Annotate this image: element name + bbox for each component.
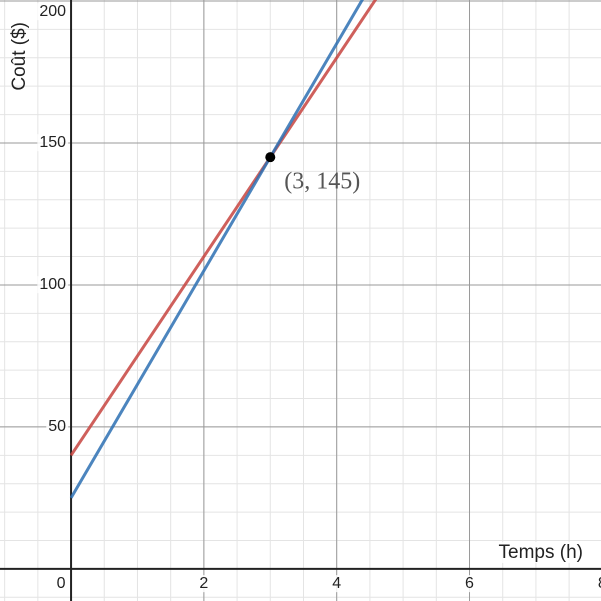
label-bg [330, 575, 344, 593]
label-bg [37, 3, 69, 21]
point-label: (3, 145) [284, 169, 360, 195]
point [265, 152, 276, 163]
x-tick-label: 6 [465, 575, 474, 592]
label-bg [463, 575, 477, 593]
label-bg [54, 575, 68, 593]
x-tick-label: 4 [332, 575, 341, 592]
line-series [69, 0, 364, 499]
x-axis-label: Temps (h) [499, 542, 583, 563]
plot-area [69, 0, 378, 499]
label-bg [37, 134, 69, 152]
y-tick-label: 150 [39, 134, 66, 151]
label-bg [197, 575, 211, 593]
y-tick-label: 50 [48, 418, 66, 435]
x-tick-label: 0 [57, 575, 66, 592]
y-axis-label: Coût ($) [9, 22, 30, 91]
label-bg [37, 276, 69, 294]
y-tick-label: 200 [39, 3, 66, 20]
label-bg [595, 575, 601, 593]
label-bg [496, 541, 585, 563]
x-tick-label: 2 [199, 575, 208, 592]
x-tick-label: 8 [598, 575, 601, 592]
y-tick-label: 100 [39, 276, 66, 293]
label-bg [46, 418, 69, 436]
